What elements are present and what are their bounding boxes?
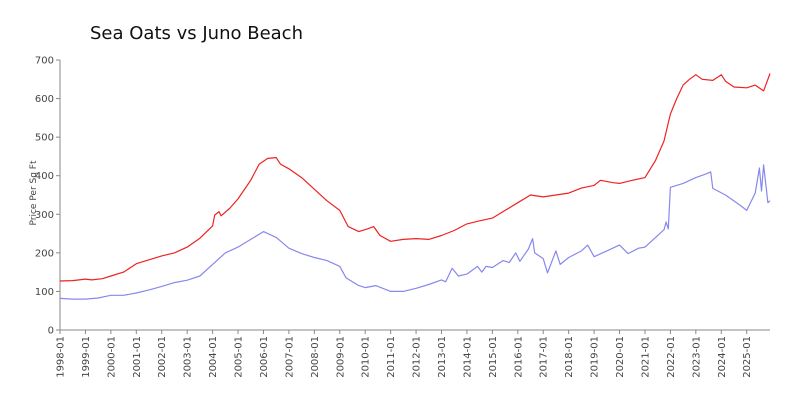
x-tick-label: 2025-01 — [742, 336, 753, 378]
x-tick-label: 2016-01 — [513, 336, 524, 378]
x-tick-label: 1999-01 — [81, 336, 92, 378]
x-tick-label: 2013-01 — [437, 336, 448, 378]
x-tick-label: 2006-01 — [259, 336, 270, 378]
chart-title: Sea Oats vs Juno Beach — [90, 23, 303, 44]
y-tick-label: 400 — [35, 171, 54, 182]
y-axis: 0 100 200 300 400 500 600 700 — [35, 56, 60, 337]
x-tick-label: 2008-01 — [310, 336, 321, 378]
y-axis-label: Price Per Sq Ft — [29, 160, 39, 225]
x-tick-label: 2010-01 — [361, 336, 372, 378]
series-line-2 — [59, 164, 771, 300]
y-tick-label: 600 — [35, 94, 54, 105]
x-tick-label: 2000-01 — [106, 336, 117, 378]
x-tick-label: 2009-01 — [335, 336, 346, 378]
x-tick-label: 2003-01 — [183, 336, 194, 378]
x-tick-label: 2021-01 — [640, 336, 651, 378]
x-tick-label: 2004-01 — [208, 336, 219, 378]
x-tick-label: 2014-01 — [462, 336, 473, 378]
x-tick-label: 2019-01 — [590, 336, 601, 378]
x-tick-label: 2024-01 — [717, 336, 728, 378]
y-tick-label: 200 — [35, 248, 54, 259]
y-tick-label: 0 — [48, 326, 54, 337]
y-tick-label: 700 — [35, 56, 54, 67]
series-line-1 — [59, 73, 771, 282]
series-layer — [59, 73, 771, 300]
x-tick-label: 2017-01 — [539, 336, 550, 378]
x-tick-label: 2002-01 — [157, 336, 168, 378]
x-tick-label: 2005-01 — [234, 336, 245, 378]
x-tick-label: 2007-01 — [284, 336, 295, 378]
x-tick-label: 1998-01 — [56, 336, 67, 378]
y-tick-label: 500 — [35, 133, 54, 144]
x-tick-label: 2020-01 — [615, 336, 626, 378]
y-tick-label: 300 — [35, 210, 54, 221]
y-tick-label: 100 — [35, 287, 54, 298]
x-tick-label: 2015-01 — [488, 336, 499, 378]
x-tick-label: 2022-01 — [666, 336, 677, 378]
x-tick-label: 2012-01 — [412, 336, 423, 378]
x-tick-label: 2001-01 — [132, 336, 143, 378]
x-axis: 1998-01 1999-01 2000-01 2001-01 2002-01 2003-… — [56, 330, 753, 378]
x-tick-label: 2018-01 — [564, 336, 575, 378]
x-tick-label: 2011-01 — [386, 336, 397, 378]
x-tick-label: 2023-01 — [691, 336, 702, 378]
